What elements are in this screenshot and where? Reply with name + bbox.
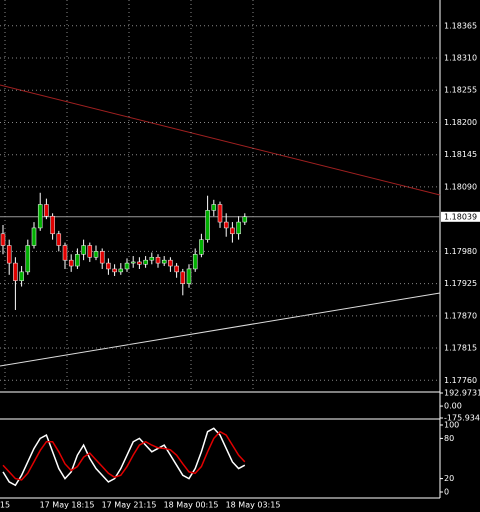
candle-body (106, 262, 111, 270)
y-tick-label: 1.17980 (444, 247, 477, 256)
candle-body (118, 268, 124, 273)
y-tick-label: 1.17815 (444, 344, 477, 353)
candle-body (99, 251, 105, 264)
candle-body (25, 245, 31, 273)
x-tick-label: 18 May 03:15 (226, 501, 281, 510)
candle-body (205, 210, 210, 240)
trend-line (0, 292, 441, 367)
candle-body (161, 259, 167, 264)
x-tick-label: 17 May 18:15 (40, 501, 95, 510)
y-tick-label: -175.9344 (444, 414, 480, 423)
y-tick-label: 0.00 (444, 402, 462, 411)
candle-body (211, 204, 217, 211)
candle-body (6, 245, 12, 264)
candle-body (13, 262, 18, 281)
candle-body (180, 271, 186, 284)
candle-body (186, 268, 192, 284)
candle-body (56, 233, 62, 246)
candle-body (75, 254, 80, 267)
y-tick-label: 1.17925 (444, 279, 477, 288)
y-tick-label: 1.17870 (444, 311, 477, 320)
last-price-box (441, 211, 480, 222)
candle-body (62, 245, 68, 261)
y-tick-label: 1.18255 (444, 86, 477, 95)
candle-body (174, 265, 179, 273)
candle-body (37, 204, 43, 229)
y-tick-label: 1.18200 (444, 118, 477, 127)
candle-body (81, 245, 86, 255)
candle-body (87, 245, 93, 258)
candle-body (137, 261, 142, 265)
candle-body (236, 221, 241, 235)
y-tick-label: 1.18090 (444, 182, 477, 191)
x-tick-label: 15 (0, 501, 10, 510)
candle-body (112, 268, 117, 273)
y-tick-label: 1.18145 (444, 150, 477, 159)
y-tick-label: 192.9731 (444, 389, 480, 398)
oscillator-line (2, 430, 246, 481)
x-tick-label: 17 May 21:15 (102, 501, 157, 510)
candle-body (68, 259, 74, 267)
candle-body (230, 227, 235, 235)
candle-body (0, 233, 6, 246)
x-tick-label: 18 May 00:15 (164, 501, 219, 510)
y-tick-label: 1.17760 (444, 376, 477, 385)
trend-line (0, 84, 441, 196)
y-tick-label: 1.18365 (444, 21, 477, 30)
candle-body (168, 259, 173, 267)
y-tick-label: 100 (444, 421, 459, 430)
candle-body (155, 256, 161, 264)
candle-body (223, 221, 229, 229)
y-tick-label: 20 (444, 474, 454, 483)
candle-body (19, 271, 24, 281)
candle-body (44, 204, 49, 217)
candle-body (149, 256, 155, 261)
y-tick-label: 0 (444, 488, 449, 497)
candle-body (31, 227, 37, 246)
candle-body (50, 215, 55, 235)
candle-body (192, 254, 198, 270)
candle-body (217, 204, 223, 223)
candle-body (124, 262, 130, 270)
y-tick-label: 1.18310 (444, 54, 477, 63)
y-tick-label: 80 (444, 434, 454, 443)
oscillator-line (2, 427, 246, 487)
candle-body (143, 259, 148, 265)
candle-body (242, 216, 248, 223)
candle-body (93, 251, 99, 258)
candle-body (130, 261, 136, 264)
candle-body (199, 239, 204, 255)
last-price-label: 1.18039 (444, 212, 477, 221)
